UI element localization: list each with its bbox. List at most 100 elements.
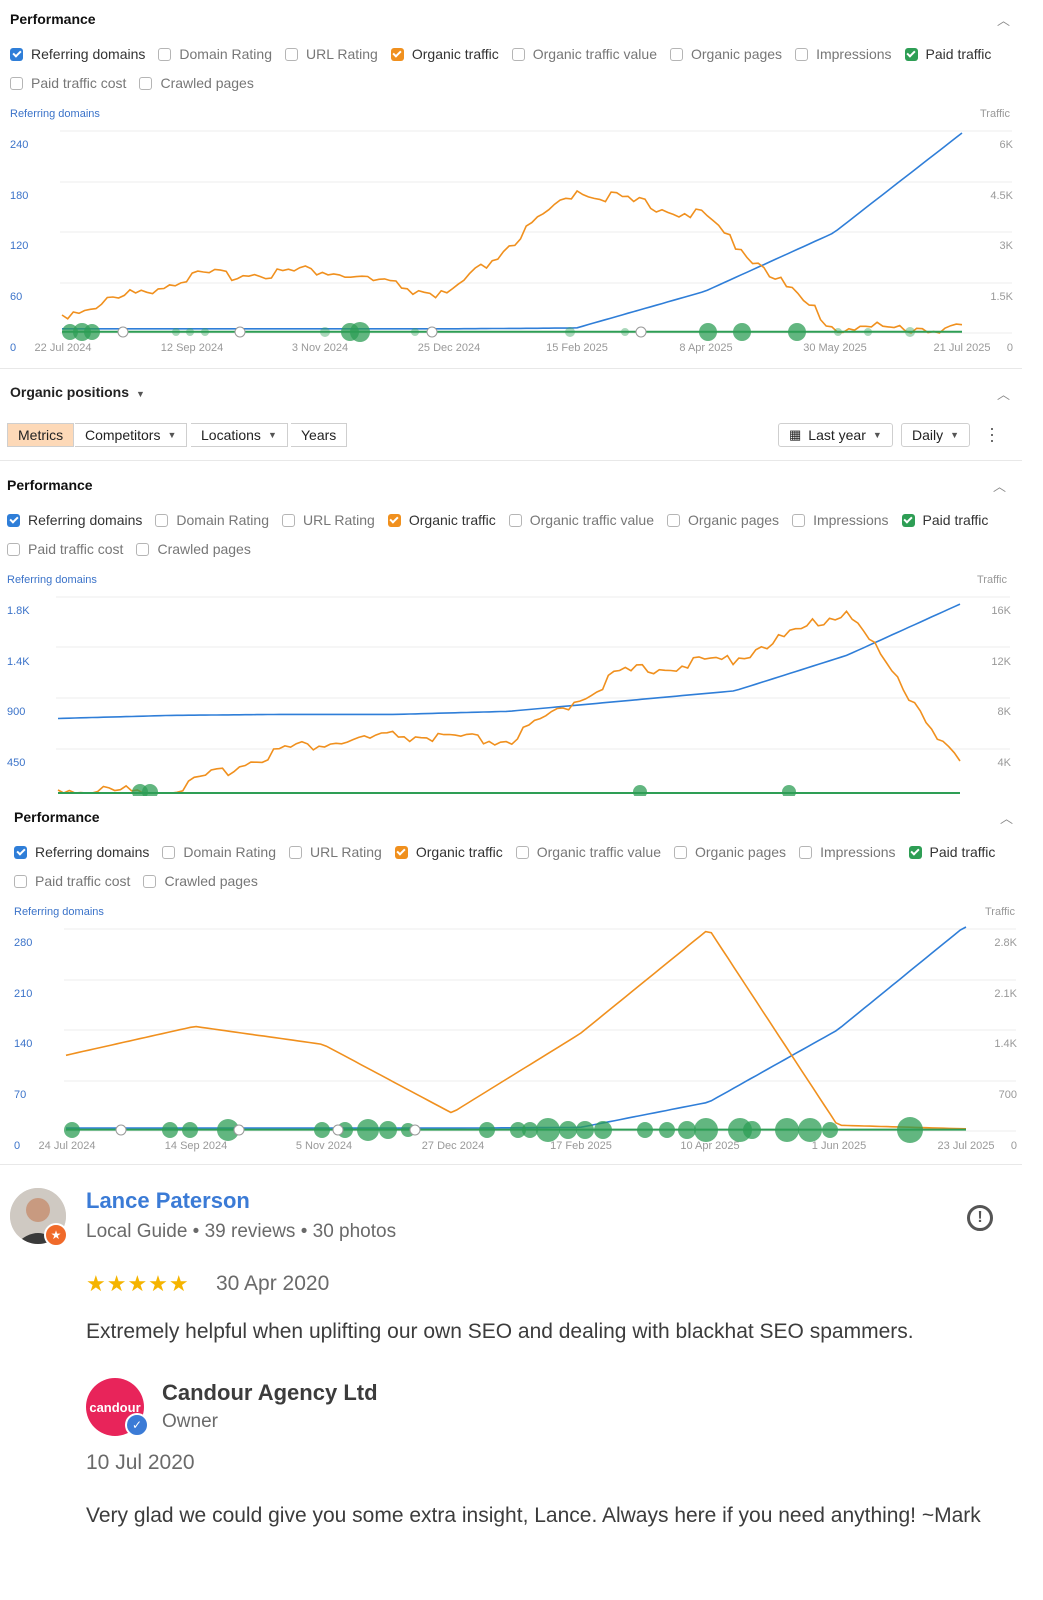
chevron-down-icon: ▼: [267, 430, 277, 440]
checkbox-organic-pages[interactable]: Organic pages: [667, 512, 779, 528]
checkbox-url-rating[interactable]: URL Rating: [282, 512, 375, 528]
checkbox-box: [139, 76, 153, 90]
annotation-marker: [172, 328, 180, 336]
collapse-chevron-icon[interactable]: ︿: [1000, 811, 1014, 826]
x-tick: 25 Dec 2024: [417, 342, 481, 354]
checkbox-crawled-pages[interactable]: Crawled pages: [136, 541, 251, 557]
checkbox-organic-traffic[interactable]: Organic traffic: [390, 46, 499, 62]
checkbox-impressions[interactable]: Impressions: [795, 46, 892, 62]
checkbox-label: URL Rating: [310, 844, 382, 860]
collapse-chevron-icon[interactable]: ︿: [997, 387, 1011, 402]
checkbox-organic-pages[interactable]: Organic pages: [670, 46, 782, 62]
review-text: Extremely helpful when uplifting our own…: [86, 1320, 914, 1343]
checkbox-label: Referring domains: [31, 46, 146, 62]
checkbox-referring-domains[interactable]: Referring domains: [14, 844, 149, 860]
review-date: 30 Apr 2020: [216, 1272, 330, 1295]
performance-panel-1: Performance ︿ Referring domains Domain Ra…: [0, 0, 1043, 368]
checkbox-domain-rating[interactable]: Domain Rating: [162, 844, 276, 860]
checkbox-label: Organic traffic: [411, 46, 499, 62]
tab-metrics[interactable]: Metrics: [7, 423, 75, 447]
y-tick-left: 70: [14, 1089, 27, 1101]
tab-competitors[interactable]: Competitors ▼: [75, 423, 188, 447]
y-tick-right: 0: [1006, 342, 1013, 354]
checkmark-icon: [10, 47, 23, 61]
metric-checkbox-row: Referring domains Domain Rating URL Rating…: [10, 46, 1004, 62]
y-tick-right: 700: [998, 1089, 1017, 1101]
annotation-marker: [782, 785, 796, 796]
checkbox-domain-rating[interactable]: Domain Rating: [155, 512, 269, 528]
checkbox-organic-traffic[interactable]: Organic traffic: [394, 844, 503, 860]
checkmark-icon: [394, 845, 408, 859]
performance-chart-3[interactable]: [0, 796, 1043, 1164]
checkbox-organic-traffic-value[interactable]: Organic traffic value: [508, 512, 654, 528]
checkbox-referring-domains[interactable]: Referring domains: [7, 512, 142, 528]
date-range-value: Last year: [808, 427, 866, 443]
report-icon[interactable]: !: [967, 1205, 993, 1231]
checkbox-crawled-pages[interactable]: Crawled pages: [143, 873, 258, 889]
checkbox-organic-traffic-value[interactable]: Organic traffic value: [511, 46, 657, 62]
checkbox-label: Organic traffic: [415, 844, 503, 860]
checkbox-box: [136, 542, 150, 556]
checkbox-organic-traffic[interactable]: Organic traffic: [387, 512, 496, 528]
tab-label: Years: [301, 427, 337, 443]
annotation-marker: [379, 1121, 397, 1139]
checkbox-impressions[interactable]: Impressions: [792, 512, 889, 528]
collapse-chevron-icon[interactable]: ︿: [993, 479, 1007, 494]
annotation-marker: [186, 328, 194, 336]
checkmark-icon: [387, 513, 401, 527]
checkbox-label: Impressions: [816, 46, 892, 62]
reviewer-name[interactable]: Lance Paterson: [86, 1188, 250, 1213]
chevron-down-icon: ▼: [950, 430, 960, 440]
tab-years[interactable]: Years: [291, 423, 348, 447]
checkbox-crawled-pages[interactable]: Crawled pages: [139, 75, 254, 91]
checkbox-label: Organic pages: [688, 512, 780, 528]
event-marker: [115, 1124, 127, 1136]
tab-locations[interactable]: Locations ▼: [191, 423, 288, 447]
checkmark-icon: [904, 47, 918, 61]
collapse-chevron-icon[interactable]: ︿: [997, 13, 1011, 28]
performance-chart-2[interactable]: [0, 461, 1043, 796]
checkmark-icon: [14, 845, 27, 859]
annotation-marker: [694, 1118, 718, 1142]
annotation-marker: [775, 1118, 799, 1142]
google-review: ★ Lance Paterson Local Guide • 39 review…: [0, 1167, 1043, 1600]
series-line-referring-domains: [62, 132, 963, 330]
checkbox-url-rating[interactable]: URL Rating: [285, 46, 378, 62]
checkbox-impressions[interactable]: Impressions: [799, 844, 896, 860]
checkbox-url-rating[interactable]: URL Rating: [289, 844, 382, 860]
y-tick-left: 1.8K: [7, 605, 30, 617]
checkbox-referring-domains[interactable]: Referring domains: [10, 46, 145, 62]
checkbox-paid-traffic[interactable]: Paid traffic: [908, 844, 995, 860]
checkbox-paid-traffic-cost[interactable]: Paid traffic cost: [14, 873, 130, 889]
y-tick-right: 1.4K: [994, 1038, 1017, 1050]
checkbox-label: Crawled pages: [164, 873, 258, 889]
checkbox-label: Organic traffic value: [529, 512, 654, 528]
organic-positions-dropdown[interactable]: Organic positions ▼: [10, 384, 145, 400]
annotation-marker: [350, 322, 370, 342]
panel-title: Performance: [7, 477, 93, 493]
annotation-marker: [522, 1122, 538, 1138]
divider: [0, 460, 1022, 461]
checkbox-organic-traffic-value[interactable]: Organic traffic value: [515, 844, 661, 860]
x-tick: 22 Jul 2024: [34, 342, 92, 354]
checkbox-paid-traffic-cost[interactable]: Paid traffic cost: [7, 541, 123, 557]
checkbox-paid-traffic[interactable]: Paid traffic: [904, 46, 991, 62]
checkbox-box: [799, 845, 813, 859]
event-marker: [635, 326, 647, 338]
y-tick-right: 2.8K: [994, 937, 1017, 949]
star-rating: ★★★★★: [86, 1271, 190, 1296]
performance-chart-1[interactable]: [0, 0, 1043, 368]
checkbox-organic-pages[interactable]: Organic pages: [674, 844, 786, 860]
interval-select[interactable]: Daily ▼: [901, 423, 971, 447]
checkbox-domain-rating[interactable]: Domain Rating: [158, 46, 272, 62]
date-range-select[interactable]: ▦ Last year ▼: [778, 423, 893, 447]
divider: [0, 368, 1022, 369]
x-tick: 15 Feb 2025: [546, 342, 608, 354]
metric-checkbox-row: Paid traffic cost Crawled pages: [14, 873, 271, 889]
checkbox-paid-traffic-cost[interactable]: Paid traffic cost: [10, 75, 126, 91]
y-tick-left: 900: [7, 706, 26, 718]
checkbox-paid-traffic[interactable]: Paid traffic: [901, 512, 988, 528]
calendar-icon: ▦: [789, 427, 802, 442]
tab-label: Locations: [201, 427, 261, 443]
more-options-icon[interactable]: · · ·: [989, 418, 995, 450]
